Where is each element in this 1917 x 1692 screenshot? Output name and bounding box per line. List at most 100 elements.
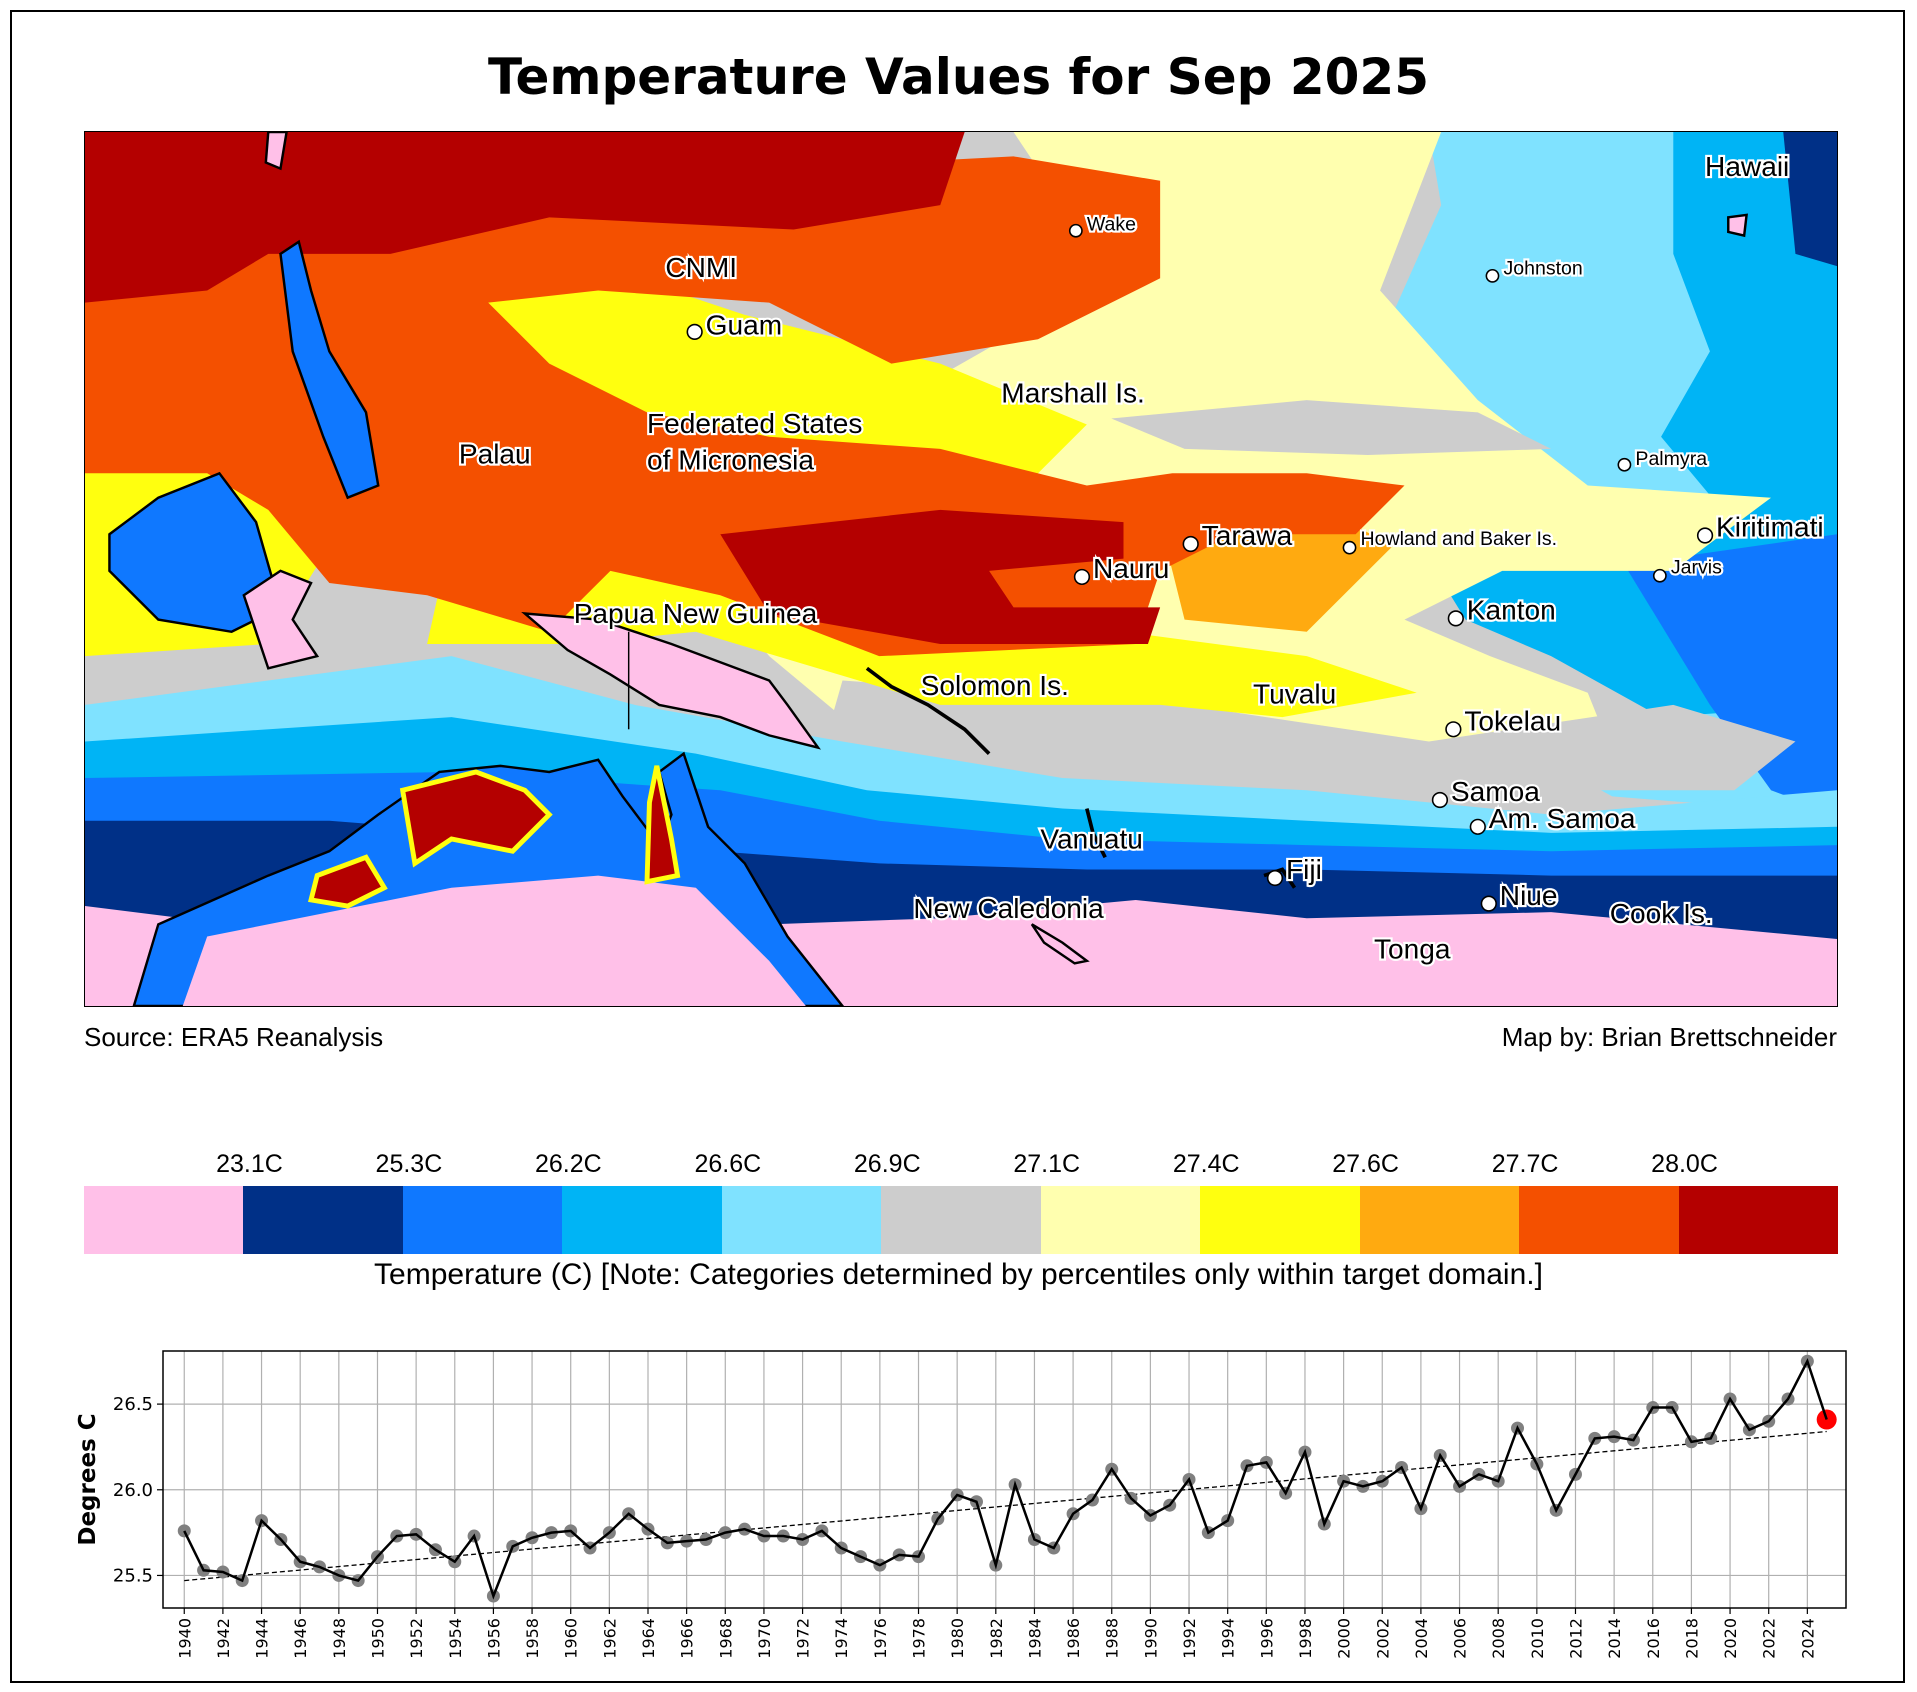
marker-howland-baker [1342, 540, 1357, 555]
label-fsm-line2: of Micronesia [647, 445, 814, 476]
colorbar-segment [1359, 1186, 1520, 1254]
marker-samoa [1431, 791, 1449, 809]
temperature-map: Hawaii Wake Johnston CNMI Guam Marshall … [84, 131, 1838, 1007]
x-tick-label: 1982 [987, 1618, 1006, 1659]
x-tick-label: 1954 [446, 1618, 465, 1659]
y-axis-label: Degrees C [75, 1413, 101, 1545]
trend-line [184, 1430, 1827, 1582]
label-wake: Wake [1087, 214, 1136, 236]
y-tick-label: 26.5 [113, 1394, 153, 1415]
x-tick-label: 2024 [1798, 1618, 1817, 1659]
marker-kanton [1447, 610, 1464, 627]
map-region-darkred-2 [720, 509, 1161, 644]
colorbar-threshold-label: 27.1C [1013, 1150, 1081, 1178]
x-tick-label: 2022 [1760, 1618, 1779, 1659]
x-tick-label: 2008 [1489, 1618, 1508, 1659]
marker-tarawa [1182, 535, 1199, 553]
map-labels: Hawaii Wake Johnston CNMI Guam Marshall … [457, 149, 1826, 967]
colorbar-segment [1040, 1186, 1201, 1254]
x-tick-label: 1958 [523, 1618, 542, 1659]
marker-jarvis [1652, 568, 1667, 583]
colorbar-threshold-label: 27.7C [1491, 1150, 1559, 1178]
marker-am-samoa [1469, 818, 1486, 835]
colorbar-segment [881, 1186, 1041, 1254]
label-cnmi: CNMI [665, 252, 737, 283]
colorbar-caption: Temperature (C) [Note: Categories determ… [374, 1258, 1543, 1291]
label-vanuatu: Vanuatu [1040, 824, 1143, 855]
map-credit: Map by: Brian Brettschneider [1501, 1022, 1837, 1052]
label-fsm-line1: Federated States [647, 408, 862, 439]
label-hawaii: Hawaii [1705, 151, 1789, 182]
figure-frame [10, 10, 1905, 1683]
x-tick-label: 2012 [1566, 1618, 1585, 1659]
colorbar-threshold-label: 28.0C [1651, 1150, 1718, 1178]
x-tick-label: 1980 [948, 1618, 967, 1659]
x-tick-label: 1978 [910, 1618, 929, 1659]
philippines-land [279, 239, 380, 500]
label-papua-new-guinea: Papua New Guinea [574, 598, 818, 629]
x-tick-label: 2004 [1412, 1618, 1431, 1659]
marker-tokelau [1445, 721, 1462, 738]
x-tick-label: 1994 [1219, 1618, 1238, 1659]
label-tokelau: Tokelau [1464, 706, 1561, 737]
label-kiritimati: Kiritimati [1716, 512, 1824, 543]
colorbar-threshold-label: 26.2C [535, 1150, 602, 1178]
colorbar-segment [402, 1186, 563, 1254]
x-tick-label: 2006 [1451, 1618, 1470, 1659]
label-new-caledonia: New Caledonia [913, 893, 1104, 924]
x-tick-label: 1950 [368, 1618, 387, 1659]
page-title: Temperature Values for Sep 2025 [487, 48, 1429, 106]
x-tick-label: 1962 [600, 1618, 619, 1659]
colorbar [84, 1186, 1838, 1254]
x-tick-label: 2000 [1335, 1618, 1354, 1659]
x-tick-label: 1940 [175, 1618, 194, 1659]
australia-interior [182, 875, 806, 1006]
cape-york-hotspot [644, 765, 681, 885]
colorbar-threshold-label: 27.4C [1172, 1150, 1240, 1178]
x-tick-label: 1952 [407, 1618, 426, 1659]
colorbar-threshold-label: 27.6C [1332, 1150, 1399, 1178]
label-am-samoa: Am. Samoa [1489, 803, 1636, 834]
label-palau: Palau [459, 439, 531, 470]
x-tick-label: 1944 [253, 1618, 272, 1659]
marker-nauru [1073, 568, 1091, 586]
colorbar-segment [1200, 1186, 1360, 1254]
marker-wake [1068, 223, 1083, 238]
sulawesi-land [242, 569, 320, 670]
marker-johnston [1485, 268, 1500, 283]
label-palmyra: Palmyra [1635, 448, 1707, 470]
colorbar-segment [721, 1186, 882, 1254]
x-tick-label: 2016 [1644, 1618, 1663, 1659]
timeseries-chart: 1940 1942 1944 1946 1948 1950 1952 1954 1956 1958… [75, 1350, 1847, 1659]
x-tick-label: 2014 [1605, 1618, 1624, 1659]
x-tick-label: 1968 [716, 1618, 735, 1659]
x-tick-label: 2010 [1528, 1618, 1547, 1659]
label-kanton: Kanton [1467, 595, 1556, 626]
colorbar-segment [243, 1186, 403, 1254]
x-tick-label: 1948 [330, 1618, 349, 1659]
x-tick-label: 1990 [1141, 1618, 1160, 1659]
map-region-navy [1783, 132, 1837, 267]
new-caledonia-land [1030, 923, 1090, 965]
x-tick-label: 1986 [1064, 1618, 1083, 1659]
x-tick-label: 1960 [562, 1618, 581, 1659]
x-tick-label: 1942 [214, 1618, 233, 1659]
colorbar-segment [84, 1186, 244, 1254]
hawaii-land [1727, 213, 1748, 238]
label-howland-baker: Howland and Baker Is. [1361, 528, 1558, 550]
x-tick-label: 1966 [678, 1618, 697, 1659]
label-johnston: Johnston [1503, 258, 1582, 280]
label-nauru: Nauru [1093, 553, 1169, 584]
colorbar-threshold-label: 25.3C [375, 1150, 443, 1178]
y-tick-label: 25.5 [113, 1565, 153, 1586]
colorbar-threshold-label: 26.6C [694, 1150, 762, 1178]
vanuatu-outline [1085, 808, 1107, 859]
map-region-gray-streak [1111, 400, 1552, 456]
label-cook-is: Cook Is. [1610, 898, 1713, 929]
arnhem-hotspot [399, 769, 553, 868]
x-tick-label: 1972 [794, 1618, 813, 1659]
label-solomon-is: Solomon Is. [921, 670, 1069, 701]
colorbar-threshold-label: 23.1C [216, 1150, 283, 1178]
taiwan-land [264, 132, 288, 171]
label-niue: Niue [1500, 880, 1558, 911]
